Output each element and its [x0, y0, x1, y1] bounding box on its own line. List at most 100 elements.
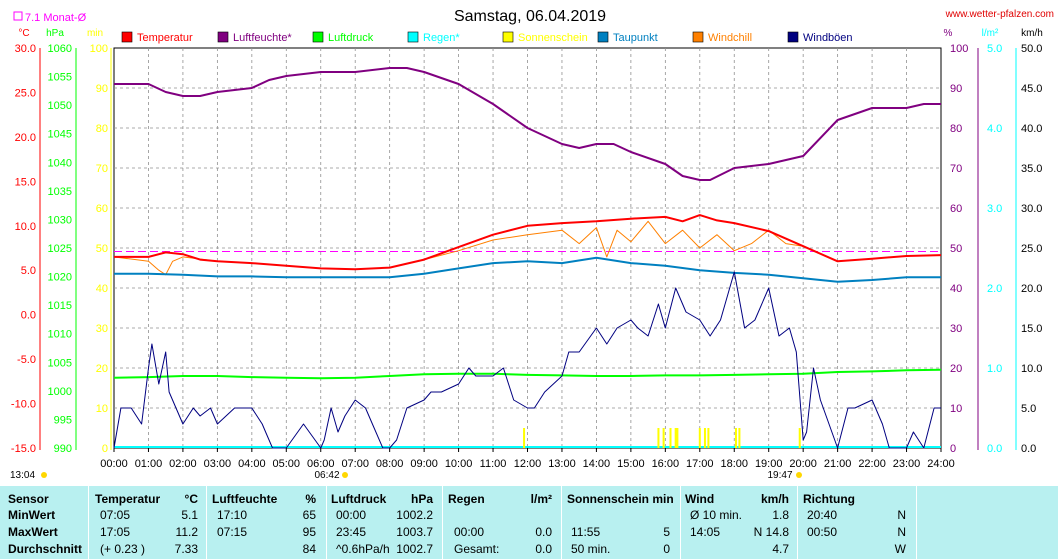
- stats-header-press-unit: hPa: [410, 492, 433, 506]
- x-tick-19: 19:00: [755, 458, 783, 470]
- legend-swatch-7: [787, 31, 799, 43]
- legend-label-5: Taupunkt: [613, 32, 658, 44]
- tick-temp_c-2: 20.0: [15, 132, 36, 144]
- x-tick-24: 24:00: [927, 458, 955, 470]
- x-tick-3: 03:00: [204, 458, 232, 470]
- stats-header-rain-unit: l/m²: [530, 492, 552, 506]
- x-tick-9: 09:00: [410, 458, 438, 470]
- sunshine-bar-3: [669, 428, 672, 448]
- tick-humidity_pct-4: 60: [950, 203, 962, 215]
- x-tick-4: 04:00: [238, 458, 266, 470]
- sunshine-bar-5: [676, 428, 679, 448]
- x-axis: 00:00 01:00 02:00 03:00 04:00 05:00 06:00 07:00…: [10, 448, 955, 481]
- tick-pressure_hpa-12: 1000: [48, 386, 72, 398]
- x-tick-11: 11:00: [480, 458, 507, 470]
- tick-pressure_hpa-2: 1050: [48, 100, 72, 112]
- stats-separator-0: [88, 486, 89, 559]
- tick-sun_min-6: 40: [96, 283, 108, 295]
- tick-wind_kmh-3: 35.0: [1021, 163, 1042, 175]
- stats-header-rain: Regen: [448, 492, 485, 506]
- tick-humidity_pct-2: 80: [950, 123, 962, 135]
- stats-dir-value: N: [897, 525, 906, 539]
- right-unit-pct: %: [944, 28, 953, 39]
- stats-temp-time: 17:05: [100, 525, 131, 539]
- stats-hum-time: 07:15: [217, 525, 248, 539]
- stats-sun-time: 11:55: [571, 525, 601, 539]
- tick-pressure_hpa-1: 1055: [48, 72, 72, 84]
- site-url: www.wetter-pfalzen.com: [945, 9, 1054, 20]
- stats-dir-time: 00:50: [807, 525, 838, 539]
- tick-humidity_pct-6: 40: [950, 283, 962, 295]
- plot-area: [113, 47, 942, 449]
- tick-wind_kmh-0: 50.0: [1021, 43, 1042, 55]
- tick-temp_c-6: 0.0: [21, 310, 36, 322]
- stats-separator-7: [916, 486, 917, 559]
- right-unit-wind: km/h: [1021, 28, 1043, 39]
- tick-pressure_hpa-3: 1045: [48, 129, 72, 141]
- stats-separator-4: [561, 486, 562, 559]
- legend-label-4: Sonnenschein: [518, 32, 588, 44]
- tick-wind_kmh-9: 5.0: [1021, 403, 1036, 415]
- x-tick-5: 05:00: [273, 458, 301, 470]
- x-tick-8: 08:00: [376, 458, 404, 470]
- stats-dir-value: N: [897, 508, 906, 522]
- tick-pressure_hpa-4: 1040: [48, 157, 72, 169]
- x-tick-10: 10:00: [445, 458, 473, 470]
- tick-humidity_pct-10: 0: [950, 443, 956, 455]
- stats-header-wind-unit: km/h: [760, 492, 789, 506]
- tick-rain_lm2-2: 3.0: [987, 203, 1002, 215]
- stats-press-value: 1002.2: [396, 508, 433, 522]
- tick-humidity_pct-9: 10: [950, 403, 962, 415]
- stats-row-label: MinWert: [8, 508, 56, 522]
- sunshine-bar-1: [657, 428, 660, 448]
- sunshine-bar-7: [703, 428, 706, 448]
- tick-sun_min-2: 80: [96, 123, 108, 135]
- x-tick-22: 22:00: [858, 458, 886, 470]
- legend-swatch-1: [217, 31, 229, 43]
- tick-pressure_hpa-9: 1015: [48, 300, 72, 312]
- statistics-panel: Sensor Temperatur °C Luftfeuchte% Luftdruck h…: [0, 486, 1058, 559]
- sunshine-bar-10: [738, 428, 741, 448]
- sunshine-bar-6: [698, 428, 701, 448]
- tick-pressure_hpa-0: 1060: [48, 43, 72, 55]
- tick-temp_c-8: -10.0: [11, 399, 36, 411]
- tick-humidity_pct-5: 50: [950, 243, 962, 255]
- sunshine-bar-9: [734, 428, 737, 448]
- stats-hum-value: 65: [302, 508, 316, 522]
- right-axes: % l/m² km/h10090807060504030201005.04.03.0…: [944, 28, 1043, 455]
- stats-temp-value: 11.2: [175, 525, 198, 539]
- sunshine-bar-0: [523, 428, 526, 448]
- stats-row-label: MaxWert: [8, 525, 58, 539]
- tick-sun_min-7: 30: [96, 323, 108, 335]
- stats-separator-1: [206, 486, 207, 559]
- tick-temp_c-7: -5.0: [17, 354, 36, 366]
- chart-title: Samstag, 06.04.2019: [454, 8, 606, 25]
- legend-label-6: Windchill: [708, 32, 752, 44]
- legend-label-2: Luftdruck: [328, 32, 374, 44]
- x-tick-16: 16:00: [652, 458, 680, 470]
- legend-swatch-3: [407, 31, 419, 43]
- stats-dir-time: 20:40: [807, 508, 838, 522]
- tick-pressure_hpa-5: 1035: [48, 186, 72, 198]
- left-unit-min: min: [87, 28, 103, 39]
- x-tick-12: 12:00: [514, 458, 542, 470]
- tick-rain_lm2-0: 5.0: [987, 43, 1002, 55]
- tick-pressure_hpa-10: 1010: [48, 329, 72, 341]
- series-taupunkt: [114, 256, 941, 283]
- tick-humidity_pct-0: 100: [950, 43, 968, 55]
- legend-label-1: Luftfeuchte*: [233, 32, 292, 44]
- tick-rain_lm2-1: 4.0: [987, 123, 1002, 135]
- series-windchill: [113, 220, 804, 276]
- stats-header-temp: Temperatur: [95, 492, 161, 506]
- sunshine-bar-11: [798, 428, 801, 448]
- legend: Temperatur Luftfeuchte* Luftdruck Regen* Son…: [121, 31, 853, 44]
- stats-hum-value: 95: [302, 525, 316, 539]
- tick-humidity_pct-3: 70: [950, 163, 962, 175]
- legend-label-7: Windböen: [803, 32, 853, 44]
- month-avg-label: 7.1 Monat-Ø: [25, 12, 87, 24]
- stats-separator-6: [797, 486, 798, 559]
- x-tick-21: 21:00: [824, 458, 852, 470]
- tick-sun_min-3: 70: [96, 163, 108, 175]
- stats-press-value: 1003.7: [396, 525, 433, 539]
- stats-wind-value: 1.8: [772, 508, 789, 522]
